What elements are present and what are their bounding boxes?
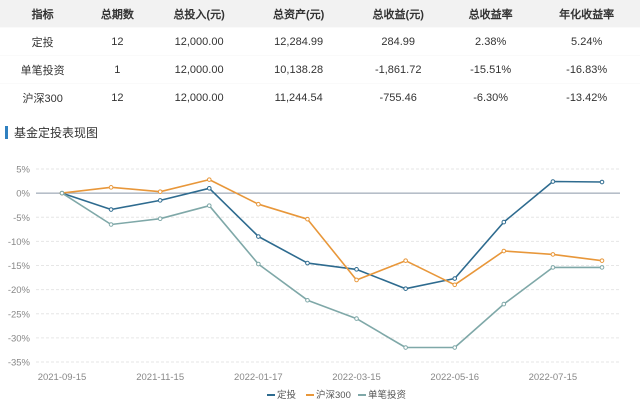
series-point [108,207,114,212]
series-point [599,258,605,263]
legend-label: 单笔投资 [368,389,407,401]
series-point [305,297,310,303]
y-tick-label: -35% [8,358,31,369]
series-point [206,177,212,182]
series-point [452,345,458,350]
legend-label: 定投 [277,389,297,401]
y-tick-label: -15% [8,261,31,272]
header-assets: 总资产(元) [248,0,349,28]
row-name: 定投 [0,27,86,56]
header-invested: 总投入(元) [149,0,249,28]
series-point [501,248,507,254]
series-point [501,301,507,307]
x-tick-label: 2022-01-17 [234,372,283,383]
series-point [452,282,458,288]
header-profit: 总收益(元) [348,0,448,28]
series-point [59,190,65,196]
row-return: -6.30% [447,83,534,111]
y-tick-label: -10% [8,237,31,248]
series-point [256,201,261,207]
series-line [61,192,602,349]
row-invested: 12,000.00 [149,83,249,111]
x-tick-label: 2022-03-15 [332,372,381,383]
row-assets: 12,284.99 [248,27,349,56]
header-periods: 总期数 [85,0,150,28]
y-tick-label: 0% [16,189,30,200]
row-annual: 5.24% [533,27,640,56]
row-assets: 11,244.54 [248,83,349,111]
summary-header-row: 指标 总期数 总投入(元) 总资产(元) 总收益(元) 总收益率 年化收益率 [0,0,640,28]
series-point [599,265,605,270]
series-point [403,286,408,291]
series-point [403,345,408,350]
series-point [599,179,605,185]
table-row: 定投 12 12,000.00 12,284.99 284.99 2.38% 5… [0,27,640,56]
series-point [501,219,507,225]
series-line [61,180,603,290]
series-point [403,258,408,263]
row-name: 沪深300 [0,83,86,111]
row-profit: -1,861.72 [348,55,448,84]
table-row: 单笔投资 1 12,000.00 10,138.28 -1,861.72 -15… [0,55,640,84]
row-invested: 12,000.00 [149,55,249,84]
series-point [256,234,261,239]
x-tick-label: 2021-09-15 [38,372,87,383]
series-point [256,261,261,267]
section-title: 基金定投表现图 [5,124,98,140]
section-title-text: 基金定投表现图 [14,125,99,140]
series-point [354,316,359,321]
table-row: 沪深300 12 12,000.00 11,244.54 -755.46 -6.… [0,83,640,111]
series-point [305,260,310,266]
header-indicator: 指标 [0,0,86,28]
row-periods: 12 [85,27,150,56]
x-tick-label: 2022-07-15 [529,372,578,383]
series-line [61,178,603,286]
series-point [157,189,163,194]
series-point [157,198,163,203]
row-return: 2.38% [447,27,534,56]
row-invested: 12,000.00 [149,27,249,56]
y-tick-label: 5% [16,165,30,176]
x-tick-label: 2022-05-16 [430,372,479,383]
row-periods: 12 [85,83,150,111]
y-tick-label: -25% [8,309,31,320]
series-point [108,222,114,227]
series-point [354,267,359,272]
x-tick-label: 2021-11-15 [136,372,184,383]
row-name: 单笔投资 [0,55,86,84]
series-point [206,186,212,191]
y-tick-label: -30% [8,333,31,344]
row-profit: -755.46 [348,83,448,111]
header-return: 总收益率 [447,0,534,28]
row-annual: -13.42% [533,83,640,111]
row-profit: 284.99 [348,27,448,56]
summary-table: 指标 总期数 总投入(元) 总资产(元) 总收益(元) 总收益率 年化收益率 定… [0,0,640,111]
series-point [354,277,359,283]
row-periods: 1 [85,55,150,84]
row-annual: -16.83% [533,55,640,84]
y-tick-label: -5% [13,213,30,224]
series-point [206,203,212,208]
series-point [550,179,556,184]
header-annual: 年化收益率 [533,0,640,28]
legend-label: 沪深300 [316,389,351,401]
row-return: -15.51% [447,55,534,84]
row-assets: 10,138.28 [248,55,349,84]
series-point [157,216,163,221]
series-point [108,185,114,190]
series-point [452,276,458,281]
line-chart: 5% 0% -5% -10% -15% -20% -25% -30% -35% 2021-09-1… [8,165,620,401]
series-point [305,216,310,222]
y-tick-label: -20% [8,285,31,296]
series-point [550,252,556,257]
series-point [550,265,556,270]
title-accent-bar [5,125,8,139]
